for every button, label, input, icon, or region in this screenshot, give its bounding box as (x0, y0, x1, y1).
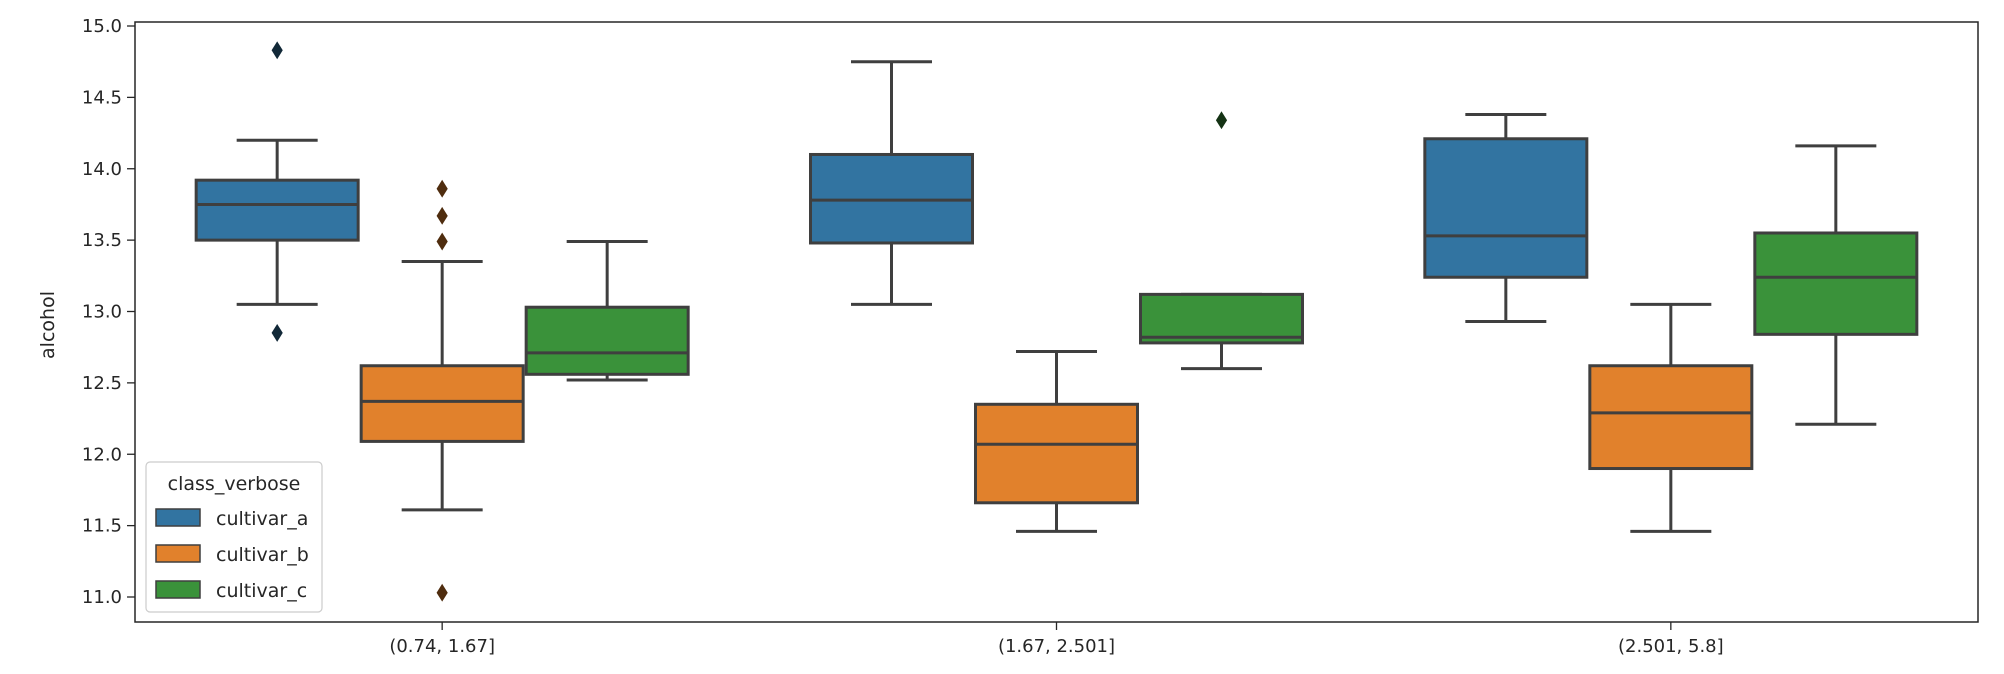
legend-swatch (155, 580, 201, 599)
box-cultivar_a-2 (809, 60, 974, 306)
y-tick-label: 15.0 (82, 16, 122, 37)
box-iqr (194, 178, 360, 242)
y-tick-label: 11.5 (82, 516, 122, 537)
box-cultivar_c-1 (524, 240, 690, 382)
legend-label: cultivar_c (216, 580, 307, 602)
y-tick-label: 12.5 (82, 373, 122, 394)
y-axis-label: alcohol (37, 291, 59, 359)
legend-swatch (155, 544, 201, 563)
x-tick-label: (1.67, 2.501] (998, 636, 1115, 657)
box-iqr (524, 305, 690, 376)
box-cultivar_b-3 (1588, 302, 1754, 533)
box-iqr (1588, 364, 1754, 471)
outlier-point (436, 583, 448, 602)
x-axis: (0.74, 1.67] (1.67, 2.501] (2.501, 5.8] (389, 622, 1724, 657)
legend: class_verbose cultivar_a cultivar_bcultiv… (145, 461, 323, 613)
legend-label: cultivar_a (216, 508, 308, 530)
x-tick-label: (0.74, 1.67] (389, 636, 495, 657)
outlier-point (271, 323, 283, 342)
box-cultivar_b-1 (359, 179, 525, 602)
box-cultivar_c-3 (1753, 144, 1919, 426)
legend-swatch (155, 508, 201, 527)
y-tick-label: 12.0 (82, 444, 122, 465)
y-tick-label: 14.5 (82, 87, 122, 108)
legend-title: class_verbose (168, 473, 301, 495)
outlier-point (436, 179, 448, 198)
box-cultivar_a-1 (194, 41, 360, 342)
y-tick-label: 13.0 (82, 302, 122, 323)
box-cultivar_c-2 (1139, 111, 1304, 371)
y-tick-label: 13.5 (82, 230, 122, 251)
x-tick-label: (2.501, 5.8] (1618, 636, 1724, 657)
box-cultivar_a-3 (1423, 113, 1589, 323)
box-iqr (1139, 292, 1304, 345)
y-tick-label: 11.0 (82, 587, 122, 608)
box-cultivar_b-2 (974, 349, 1139, 533)
box-iqr (1423, 137, 1589, 279)
legend-label: cultivar_b (216, 544, 309, 566)
box-iqr (974, 402, 1139, 505)
outlier-point (271, 41, 283, 60)
outlier-point (436, 232, 448, 251)
outlier-point (436, 206, 448, 225)
box-iqr (1753, 231, 1919, 336)
boxes-layer (194, 41, 1919, 602)
box-iqr (359, 364, 525, 443)
y-tick-label: 14.0 (82, 159, 122, 180)
legend-frame (145, 461, 323, 613)
outlier-point (1215, 111, 1228, 130)
y-axis: 11.0 11.5 12.0 12.5 13.0 13.5 14.0 14.5 15.0 (82, 16, 135, 608)
